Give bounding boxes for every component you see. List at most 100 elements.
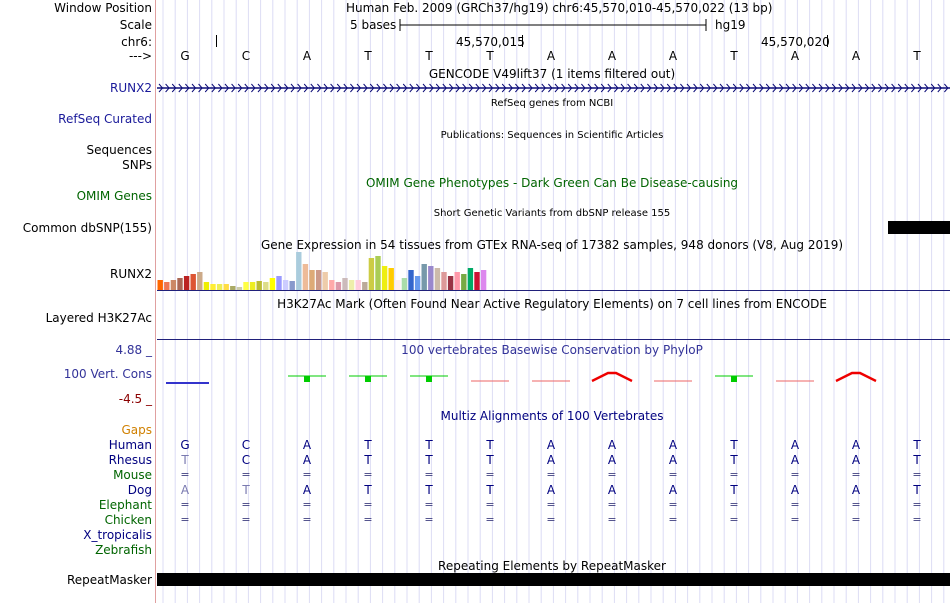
gtex-bar[interactable] xyxy=(289,281,295,290)
gtex-bar[interactable] xyxy=(480,270,487,290)
gtex-bar[interactable] xyxy=(461,274,467,290)
gtex-runx2-label[interactable]: RUNX2 xyxy=(110,267,152,281)
species-elephant-label[interactable]: Elephant xyxy=(98,498,152,512)
gtex-bar[interactable] xyxy=(164,282,170,290)
gtex-bar[interactable] xyxy=(263,282,269,290)
gtex-bar[interactable] xyxy=(170,280,177,290)
gtex-bar[interactable] xyxy=(190,274,196,290)
gtex-bar[interactable] xyxy=(282,280,289,290)
gtex-bar[interactable] xyxy=(203,282,210,290)
aln-mouse-base: = xyxy=(302,468,312,481)
gtex-bar[interactable] xyxy=(309,270,315,290)
gtex-track-title[interactable]: Gene Expression in 54 tissues from GTEx … xyxy=(260,238,844,252)
aln-mouse-base: = xyxy=(790,468,800,481)
gtex-bar[interactable] xyxy=(302,264,309,290)
gtex-bar[interactable] xyxy=(375,256,381,290)
gtex-bar[interactable] xyxy=(315,270,322,290)
gtex-bar[interactable] xyxy=(467,268,474,290)
dbsnp-track-title[interactable]: Short Genetic Variants from dbSNP releas… xyxy=(433,208,671,219)
gtex-bar[interactable] xyxy=(414,276,421,290)
gtex-bar[interactable] xyxy=(395,280,401,290)
gtex-bar[interactable] xyxy=(296,252,302,290)
gtex-bar[interactable] xyxy=(276,276,282,290)
gtex-bar[interactable] xyxy=(447,276,454,290)
aln-rhesus-base: T xyxy=(913,453,921,467)
gtex-bar[interactable] xyxy=(342,278,348,290)
aln-chicken-base: = xyxy=(363,513,373,526)
gtex-bar[interactable] xyxy=(388,268,394,290)
species-mouse-label[interactable]: Mouse xyxy=(113,468,152,482)
conservation-label[interactable]: 100 Vert. Cons xyxy=(63,367,152,381)
gtex-bar[interactable] xyxy=(401,278,408,290)
omim-label[interactable]: OMIM Genes xyxy=(76,189,152,203)
species-chicken-label[interactable]: Chicken xyxy=(104,513,152,527)
aln-rhesus-base: T xyxy=(730,453,738,467)
gaps-label[interactable]: Gaps xyxy=(121,423,152,437)
gtex-bar[interactable] xyxy=(428,266,434,290)
aln-chicken-base: = xyxy=(607,513,617,526)
aln-rhesus-base: A xyxy=(302,453,312,467)
h3k27ac-track-title[interactable]: H3K27Ac Mark (Often Found Near Active Re… xyxy=(277,297,827,311)
gtex-bar[interactable] xyxy=(256,281,262,290)
gtex-bar[interactable] xyxy=(157,280,163,290)
gtex-bar[interactable] xyxy=(368,258,375,290)
gtex-bar[interactable] xyxy=(335,282,342,290)
gtex-bar[interactable] xyxy=(421,264,427,290)
aln-mouse-base: = xyxy=(424,468,434,481)
gtex-bar[interactable] xyxy=(183,276,190,290)
aln-human-base: T xyxy=(364,438,372,452)
h3k27ac-label[interactable]: Layered H3K27Ac xyxy=(45,311,152,325)
dbsnp-label[interactable]: Common dbSNP(155) xyxy=(22,221,152,235)
gtex-bar-chart[interactable] xyxy=(157,252,950,292)
gtex-bar[interactable] xyxy=(243,282,249,290)
conservation-track-title[interactable]: 100 vertebrates Basewise Conservation by… xyxy=(401,343,703,357)
gtex-bar[interactable] xyxy=(441,272,447,290)
gtex-bar[interactable] xyxy=(230,286,236,290)
sequences-label[interactable]: Sequences xyxy=(86,143,152,157)
gtex-bar[interactable] xyxy=(269,278,276,290)
refseq-track-title[interactable]: RefSeq genes from NCBI xyxy=(490,98,614,109)
conservation-mark xyxy=(591,371,633,383)
gtex-bar[interactable] xyxy=(329,280,335,290)
strand-label: ---> xyxy=(128,49,152,63)
gtex-bar[interactable] xyxy=(210,284,216,290)
gtex-bar[interactable] xyxy=(177,278,183,290)
repeatmasker-feature[interactable] xyxy=(157,573,950,586)
refseq-label[interactable]: RefSeq Curated xyxy=(58,112,152,126)
repeatmasker-label[interactable]: RepeatMasker xyxy=(66,573,152,587)
snps-label[interactable]: SNPs xyxy=(122,158,152,172)
aln-chicken-base: = xyxy=(302,513,312,526)
gencode-runx2-label[interactable]: RUNX2 xyxy=(110,81,152,95)
gtex-bar[interactable] xyxy=(249,282,256,290)
repeatmasker-track-title[interactable]: Repeating Elements by RepeatMasker xyxy=(438,559,666,573)
gtex-bar[interactable] xyxy=(348,280,355,290)
aln-rhesus-base: A xyxy=(790,453,800,467)
aln-human-base: A xyxy=(546,438,556,452)
species-dog-label[interactable]: Dog xyxy=(127,483,152,497)
gtex-bar[interactable] xyxy=(474,272,480,290)
publications-track-title[interactable]: Publications: Sequences in Scientific Ar… xyxy=(440,130,664,141)
species-human-label[interactable]: Human xyxy=(108,438,152,452)
gtex-bar[interactable] xyxy=(197,272,203,290)
species-xtropicalis-label[interactable]: X_tropicalis xyxy=(83,528,152,542)
omim-track-title[interactable]: OMIM Gene Phenotypes - Dark Green Can Be… xyxy=(365,176,739,190)
base-letter: A xyxy=(302,49,312,63)
gtex-bar[interactable] xyxy=(362,282,368,290)
gtex-bar[interactable] xyxy=(408,270,414,290)
dbsnp-variant-feature[interactable] xyxy=(888,221,950,234)
runx2-gene-feature[interactable] xyxy=(157,81,950,95)
species-rhesus-label[interactable]: Rhesus xyxy=(108,453,152,467)
aln-mouse-base: = xyxy=(607,468,617,481)
gtex-bar[interactable] xyxy=(223,284,229,290)
gtex-bar[interactable] xyxy=(355,280,361,290)
gtex-bar[interactable] xyxy=(434,268,441,290)
conservation-plot[interactable] xyxy=(157,358,950,398)
gtex-bar[interactable] xyxy=(454,272,460,290)
gencode-track-title[interactable]: GENCODE V49lift37 (1 items filtered out) xyxy=(428,67,676,81)
gtex-bar[interactable] xyxy=(236,287,243,290)
species-zebrafish-label[interactable]: Zebrafish xyxy=(95,543,152,557)
gtex-bar[interactable] xyxy=(381,266,388,290)
multiz-track-title[interactable]: Multiz Alignments of 100 Vertebrates xyxy=(440,409,664,423)
gtex-bar[interactable] xyxy=(322,272,328,290)
gtex-bar[interactable] xyxy=(216,284,223,290)
